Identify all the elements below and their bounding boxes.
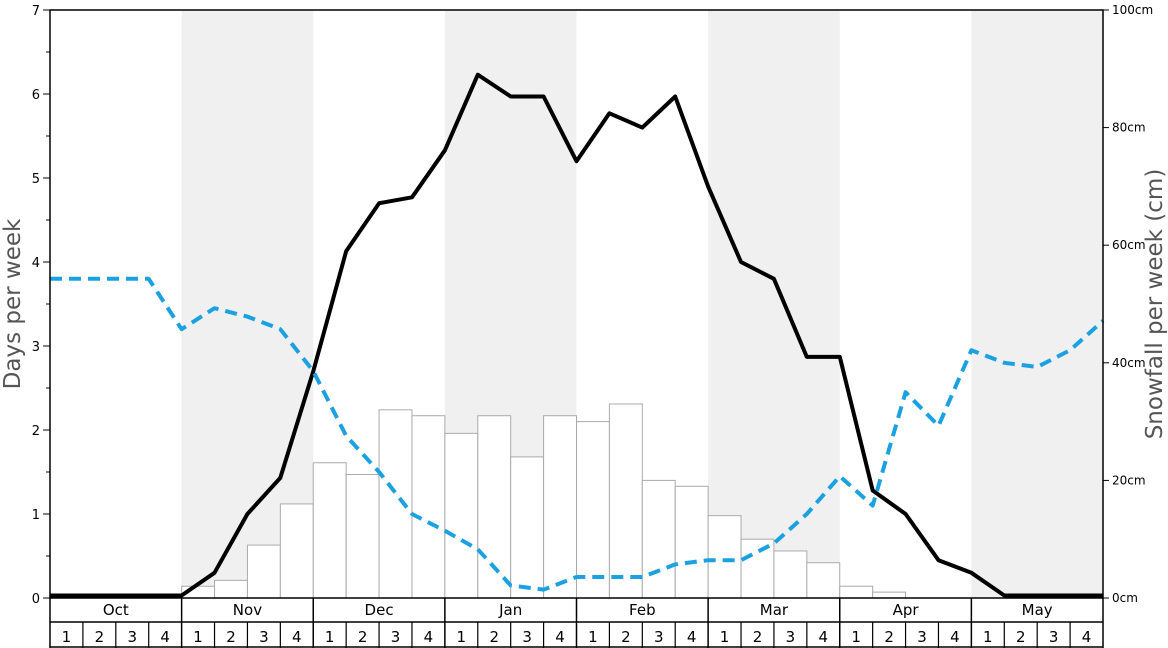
snowfall-bar	[806, 562, 841, 599]
y-axis-left-title: Days per week	[0, 218, 26, 389]
snowfall-bar	[773, 550, 808, 599]
left-axis: 0 1 2 3 4 5 6 7	[32, 4, 50, 607]
snowfall-bar	[839, 585, 874, 599]
week-label: 3	[127, 628, 137, 646]
week-label: 2	[753, 628, 763, 646]
left-tick-label: 3	[32, 340, 40, 355]
right-tick-label: 20cm	[1112, 473, 1146, 487]
week-label: 2	[884, 628, 894, 646]
snowfall-bar	[674, 485, 709, 599]
right-axis: 0cm 20cm 40cm 60cm 80cm 100cm	[1103, 3, 1153, 605]
week-label: 3	[1049, 628, 1059, 646]
week-label: 3	[786, 628, 796, 646]
snowfall-bar	[444, 432, 479, 599]
snowfall-bars	[181, 403, 907, 599]
week-label: 4	[1082, 628, 1092, 646]
snowfall-bar	[740, 538, 775, 599]
week-label: 3	[259, 628, 269, 646]
week-label: 3	[522, 628, 532, 646]
week-label: 4	[950, 628, 960, 646]
snowfall-bar	[608, 403, 643, 599]
week-label: 1	[851, 628, 861, 646]
left-tick-label: 4	[32, 256, 40, 271]
week-label: 4	[819, 628, 829, 646]
week-label: 3	[391, 628, 401, 646]
snowfall-bar	[411, 415, 446, 599]
week-label: 2	[95, 628, 105, 646]
week-label: 2	[226, 628, 236, 646]
week-label: 4	[292, 628, 302, 646]
left-tick-label: 7	[32, 4, 40, 19]
right-tick-label: 80cm	[1112, 121, 1146, 135]
snowfall-bar	[477, 415, 512, 599]
month-label: Mar	[760, 601, 789, 619]
week-label: 1	[720, 628, 730, 646]
week-label: 1	[983, 628, 993, 646]
week-label: 4	[424, 628, 434, 646]
month-label: Nov	[233, 601, 262, 619]
week-label: 2	[358, 628, 368, 646]
right-tick-label: 100cm	[1112, 3, 1153, 17]
x-axis: Oct 1 2 3 4 Nov 1 2 3 4 Dec 1 2 3 4 Jan 1 2 3 4 Feb 1 2 3 4 Mar 1 2…	[49, 598, 1104, 648]
snowfall-bar	[214, 579, 248, 599]
solid-line	[50, 72, 1103, 598]
y-axis-right-title: Snowfall per week (cm)	[1142, 169, 1168, 440]
snowfall-bar	[312, 462, 347, 599]
left-tick-label: 0	[32, 592, 40, 607]
left-tick-label: 6	[32, 88, 40, 103]
week-label: 1	[588, 628, 598, 646]
snowfall-bar	[576, 421, 610, 599]
snowfall-bar	[345, 474, 380, 599]
snowfall-bar	[543, 415, 577, 599]
month-label: May	[1022, 601, 1053, 619]
month-band	[708, 10, 840, 598]
snowfall-bar	[246, 544, 281, 599]
snowfall-bar	[641, 479, 676, 599]
snowfall-bar	[510, 456, 545, 599]
week-label: 4	[687, 628, 697, 646]
dashed-line	[50, 276, 1105, 592]
week-label: 2	[1016, 628, 1026, 646]
week-label: 2	[489, 628, 499, 646]
left-tick-label: 1	[32, 508, 40, 523]
month-label: Dec	[365, 601, 394, 619]
left-tick-label: 5	[32, 172, 40, 187]
week-label: 1	[325, 628, 335, 646]
left-tick-label: 2	[32, 424, 40, 439]
week-label: 1	[457, 628, 467, 646]
snowfall-bar	[707, 515, 742, 599]
month-band	[181, 10, 314, 598]
month-band	[971, 10, 1103, 598]
week-label: 2	[621, 628, 631, 646]
snowfall-bar	[872, 591, 907, 599]
week-label: 4	[160, 628, 170, 646]
month-bands	[181, 10, 1103, 598]
month-label: Apr	[893, 601, 920, 619]
week-label: 3	[917, 628, 927, 646]
month-label: Feb	[629, 601, 656, 619]
snowfall-bar	[378, 409, 413, 599]
right-tick-label: 40cm	[1112, 356, 1146, 370]
right-tick-label: 0cm	[1112, 591, 1138, 605]
right-tick-label: 60cm	[1112, 238, 1146, 252]
week-label: 1	[62, 628, 72, 646]
week-label: 4	[555, 628, 565, 646]
month-label: Jan	[498, 601, 522, 619]
snowfall-bar	[279, 503, 314, 599]
data-lines	[50, 72, 1105, 598]
month-label: Oct	[103, 601, 129, 619]
week-label: 1	[193, 628, 203, 646]
week-label: 3	[654, 628, 664, 646]
